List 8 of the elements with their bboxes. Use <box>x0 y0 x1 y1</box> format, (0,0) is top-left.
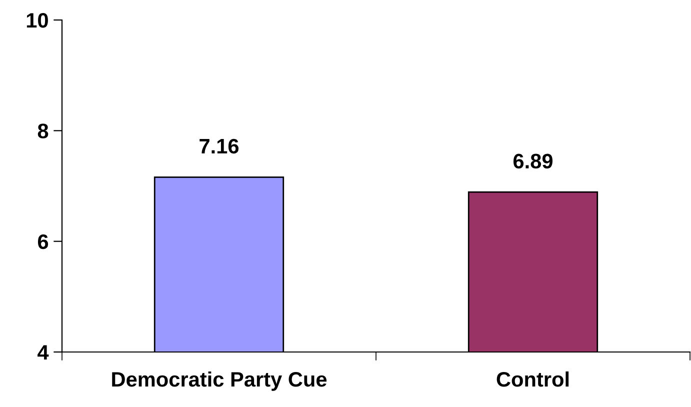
y-tick-label: 6 <box>38 234 48 250</box>
y-tick-label: 4 <box>38 345 49 360</box>
x-tick-label: Control <box>496 371 569 387</box>
y-tick-label: 10 <box>26 13 48 28</box>
data-label: 7.16 <box>200 138 239 154</box>
x-tick-label: Democratic Party Cue <box>112 371 327 391</box>
data-label: 6.89 <box>513 154 553 169</box>
y-tick-label: 8 <box>38 124 48 138</box>
